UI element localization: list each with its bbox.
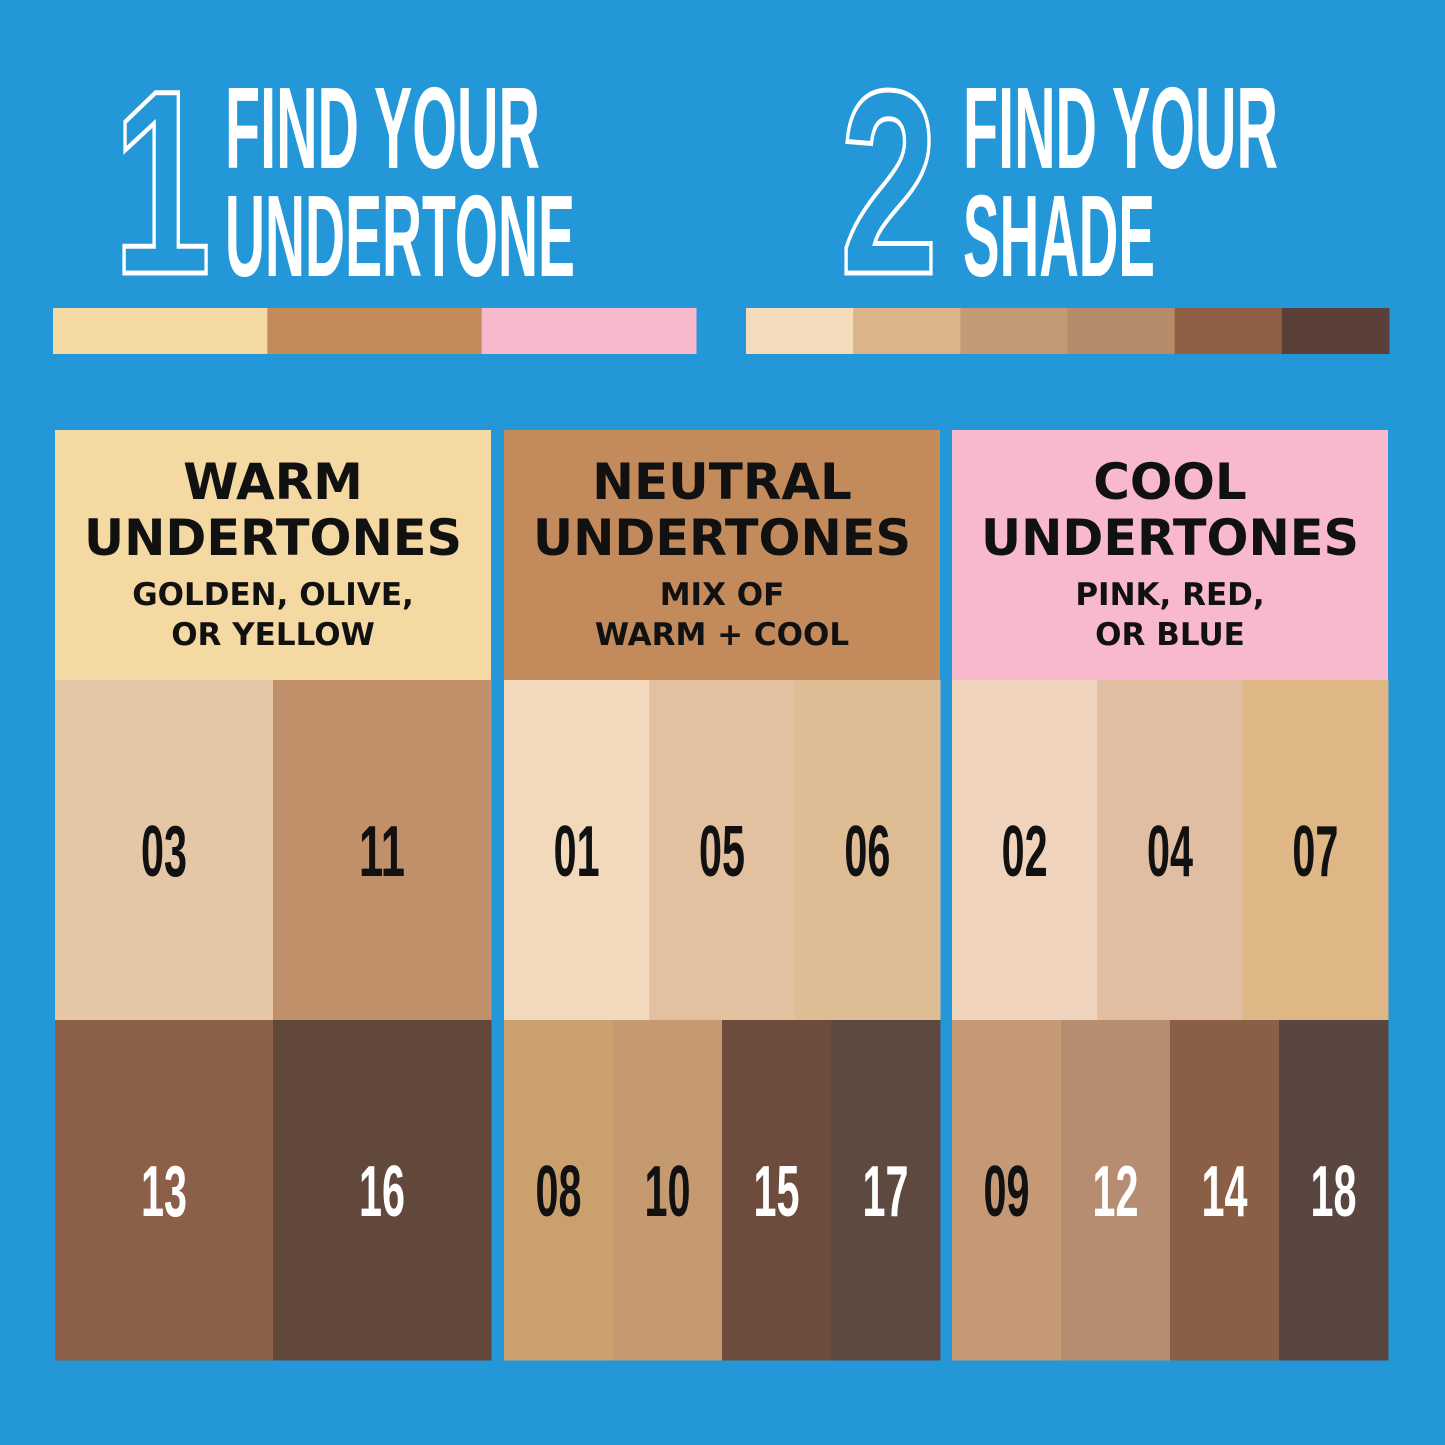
swatch: [267, 308, 483, 354]
swatch: [853, 308, 961, 354]
shade-swatch: [1061, 1020, 1171, 1361]
shade-swatch: [952, 1020, 1062, 1361]
shade-number: 10: [645, 1152, 691, 1232]
shade-swatch: [55, 1020, 274, 1361]
shade-swatch: [273, 680, 492, 1021]
shade-swatch: [831, 1020, 941, 1361]
column-heading: UNDERTONES: [533, 509, 911, 567]
shade-number: 04: [1147, 812, 1193, 892]
shade-number: 02: [1002, 812, 1048, 892]
shade-number: 12: [1093, 1152, 1139, 1232]
shade-swatch: [794, 680, 941, 1021]
column-description: MIX OF: [660, 577, 785, 613]
shade-number: 13: [141, 1152, 187, 1232]
swatch: [960, 308, 1068, 354]
shade-swatch: [952, 680, 1098, 1021]
step-number: 1: [113, 36, 211, 329]
shade-swatch: [273, 1020, 492, 1361]
shade-swatch: [1279, 1020, 1389, 1361]
shade-number: 07: [1292, 812, 1338, 892]
shade-swatch: [722, 1020, 832, 1361]
step-title-line: UNDERTONE: [225, 171, 575, 301]
shade-swatch: [1242, 680, 1389, 1021]
shade-number: 14: [1202, 1152, 1248, 1232]
column-heading: UNDERTONES: [84, 509, 462, 567]
shade-number: 09: [984, 1152, 1030, 1232]
swatch: [746, 308, 854, 354]
swatch: [481, 308, 697, 354]
column-title: WARM: [183, 453, 363, 511]
step-number: 2: [840, 36, 938, 329]
shade-number: 18: [1311, 1152, 1357, 1232]
swatch: [1067, 308, 1176, 354]
shade-number: 08: [536, 1152, 582, 1232]
shade-number: 11: [359, 812, 405, 892]
column-description: WARM + COOL: [595, 617, 849, 653]
shade-number: 06: [844, 812, 890, 892]
step-title-line: FIND YOUR: [963, 63, 1278, 193]
column-header: [504, 430, 940, 680]
step-title-line: SHADE: [963, 171, 1155, 301]
column-description: GOLDEN, OLIVE,: [132, 577, 414, 613]
column-header: [952, 430, 1388, 680]
shade-number: 15: [754, 1152, 800, 1232]
shade-number: 01: [554, 812, 600, 892]
column-description: PINK, RED,: [1075, 577, 1264, 613]
column-description: OR YELLOW: [171, 617, 375, 653]
shade-swatch: [504, 1020, 614, 1361]
column-description: OR BLUE: [1095, 617, 1245, 653]
swatch: [1281, 308, 1390, 354]
shade-swatch: [1097, 680, 1244, 1021]
shade-number: 17: [863, 1152, 909, 1232]
shade-swatch: [55, 680, 274, 1021]
shade-number: 05: [699, 812, 745, 892]
column-title: COOL: [1093, 453, 1247, 511]
shade-swatch: [613, 1020, 723, 1361]
swatch: [1174, 308, 1283, 354]
shade-number: 16: [359, 1152, 405, 1232]
swatch: [53, 308, 268, 354]
shade-swatch: [1170, 1020, 1280, 1361]
shade-swatch: [504, 680, 650, 1021]
shade-number: 03: [141, 812, 187, 892]
shade-swatch: [649, 680, 796, 1021]
step-title-line: FIND YOUR: [225, 63, 540, 193]
column-header: [55, 430, 491, 680]
column-title: NEUTRAL: [592, 453, 852, 511]
column-heading: UNDERTONES: [981, 509, 1359, 567]
